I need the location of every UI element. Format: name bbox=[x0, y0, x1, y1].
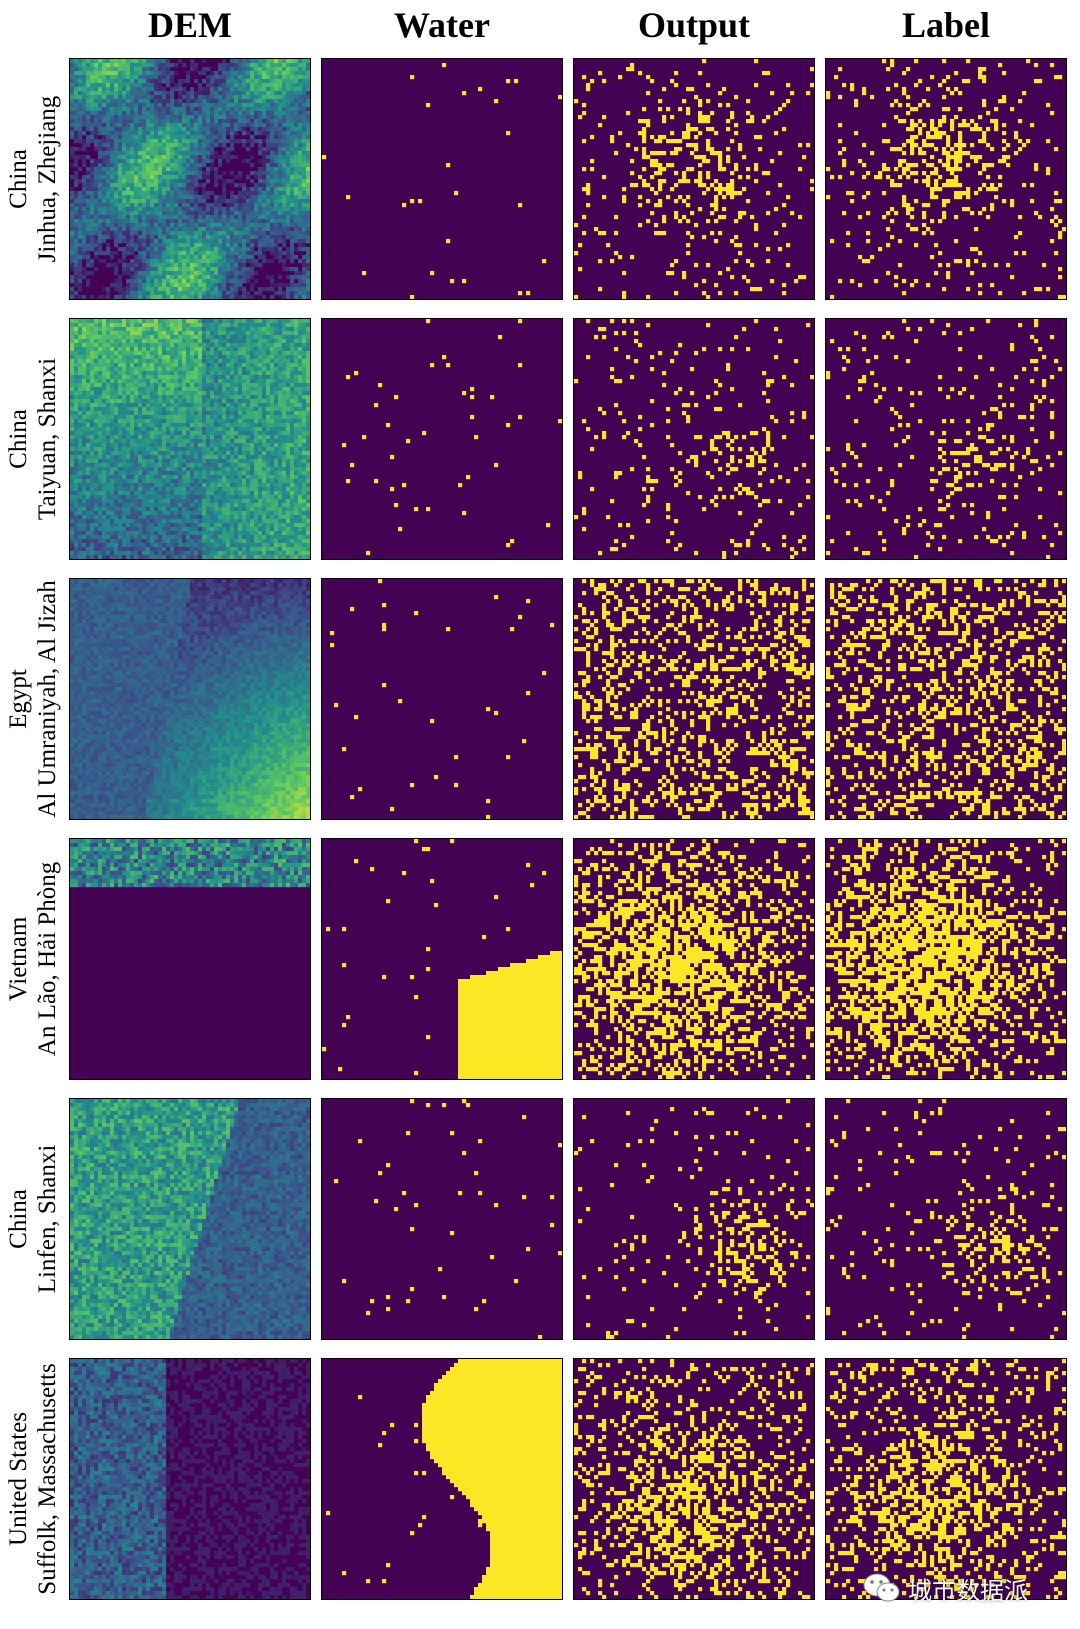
raster-image bbox=[70, 839, 310, 1079]
raster-image bbox=[70, 59, 310, 299]
column-header-dem: DEM bbox=[69, 0, 311, 50]
raster-image bbox=[70, 579, 310, 819]
panel-water bbox=[321, 58, 563, 300]
panel-output bbox=[573, 318, 815, 560]
raster-image bbox=[574, 1359, 814, 1599]
raster-image bbox=[70, 1359, 310, 1599]
row-country: Egypt bbox=[4, 549, 33, 849]
raster-image bbox=[70, 319, 310, 559]
raster-image bbox=[574, 839, 814, 1079]
panel-label bbox=[825, 578, 1067, 820]
panel-water bbox=[321, 838, 563, 1080]
panel-water bbox=[321, 318, 563, 560]
raster-image bbox=[826, 839, 1066, 1079]
raster-image bbox=[574, 579, 814, 819]
panel-dem bbox=[69, 318, 311, 560]
raster-image bbox=[322, 59, 562, 299]
column-header-label: Label bbox=[825, 0, 1067, 50]
raster-image bbox=[322, 1359, 562, 1599]
raster-image bbox=[322, 319, 562, 559]
raster-image bbox=[574, 319, 814, 559]
row-country: Vietnam bbox=[4, 809, 33, 1109]
row-country: United States bbox=[4, 1329, 33, 1629]
raster-image bbox=[826, 579, 1066, 819]
panel-label bbox=[825, 318, 1067, 560]
row-location: An Lão, Hải Phòng bbox=[33, 809, 62, 1109]
watermark: 城市数据派 bbox=[862, 1568, 1028, 1608]
column-header-output: Output bbox=[573, 0, 815, 50]
panel-output bbox=[573, 578, 815, 820]
wechat-icon bbox=[862, 1571, 902, 1605]
row-country: China bbox=[4, 289, 33, 589]
panel-output bbox=[573, 838, 815, 1080]
panel-label bbox=[825, 838, 1067, 1080]
row-country: China bbox=[4, 1069, 33, 1369]
raster-image bbox=[574, 59, 814, 299]
panel-water bbox=[321, 578, 563, 820]
watermark-text: 城市数据派 bbox=[908, 1571, 1028, 1606]
panel-water bbox=[321, 1098, 563, 1340]
row-location: Linfen, Shanxi bbox=[33, 1069, 62, 1369]
panel-output bbox=[573, 58, 815, 300]
raster-image bbox=[70, 1099, 310, 1339]
panel-dem bbox=[69, 1358, 311, 1600]
column-header-water: Water bbox=[321, 0, 563, 50]
panel-dem bbox=[69, 58, 311, 300]
panel-label bbox=[825, 1098, 1067, 1340]
panel-water bbox=[321, 1358, 563, 1600]
row-location: Suffolk, Massachusetts bbox=[33, 1329, 62, 1629]
raster-image bbox=[574, 1099, 814, 1339]
raster-image bbox=[826, 59, 1066, 299]
panel-label bbox=[825, 1358, 1067, 1600]
row-country: China bbox=[4, 29, 33, 329]
panel-output bbox=[573, 1098, 815, 1340]
panel-dem bbox=[69, 578, 311, 820]
raster-image bbox=[322, 579, 562, 819]
panel-dem bbox=[69, 1098, 311, 1340]
row-location: Taiyuan, Shanxi bbox=[33, 289, 62, 589]
panel-output bbox=[573, 1358, 815, 1600]
panel-label bbox=[825, 58, 1067, 300]
row-location: Al Umraniyah, Al Jizah bbox=[33, 549, 62, 849]
raster-image bbox=[826, 1099, 1066, 1339]
raster-image bbox=[322, 1099, 562, 1339]
raster-image bbox=[826, 319, 1066, 559]
panel-dem bbox=[69, 838, 311, 1080]
row-location: Jinhua, Zhejiang bbox=[33, 29, 62, 329]
raster-image bbox=[826, 1359, 1066, 1599]
raster-image bbox=[322, 839, 562, 1079]
